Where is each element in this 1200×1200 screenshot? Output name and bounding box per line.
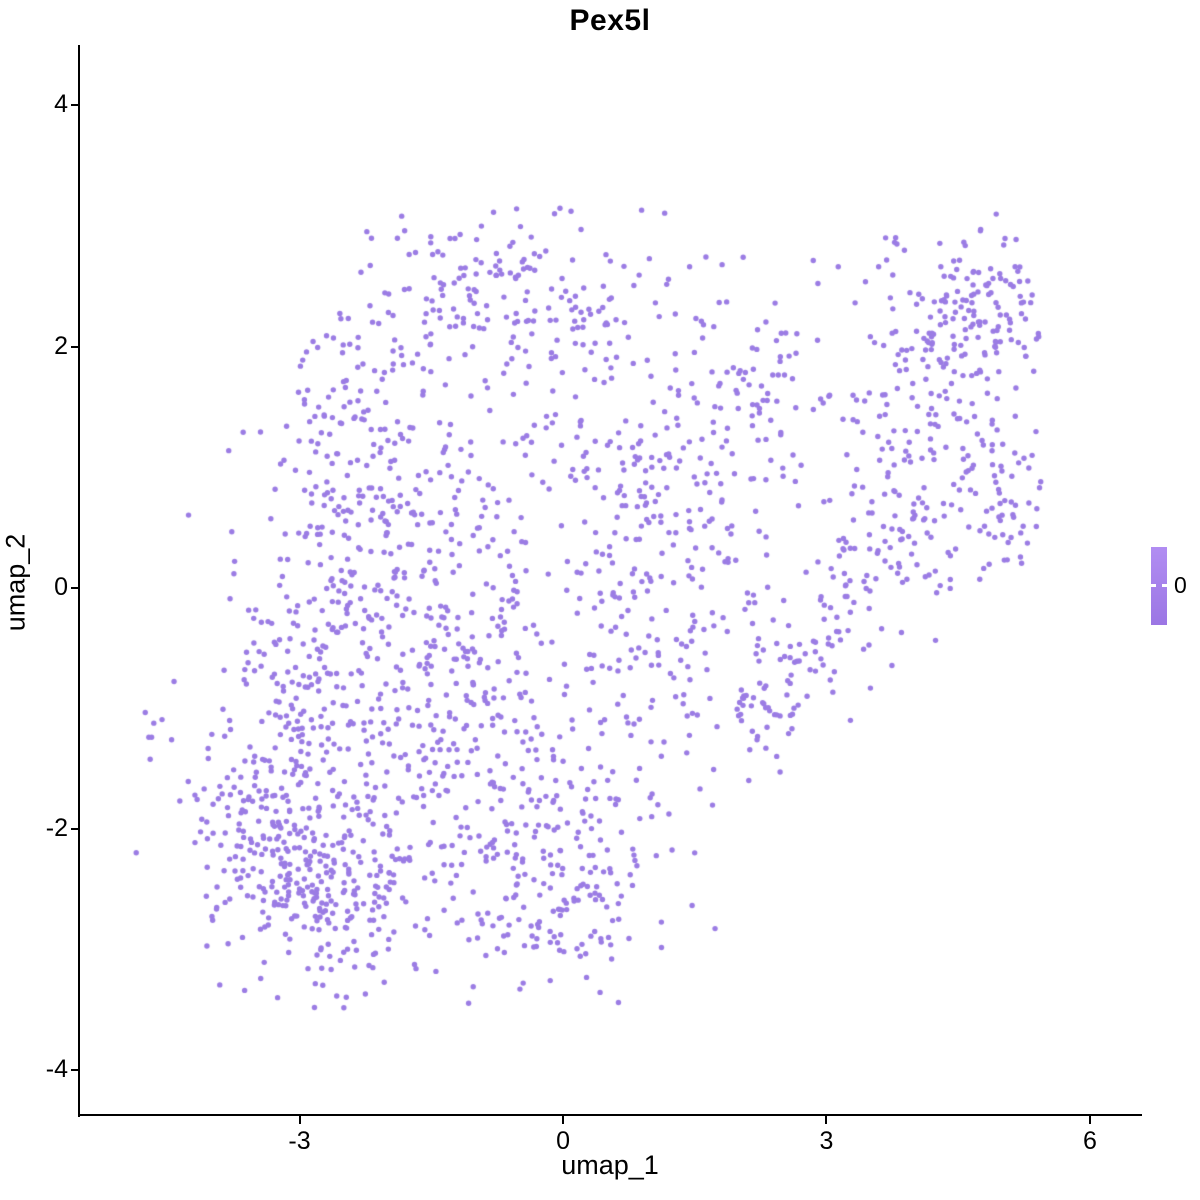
y-tick-label: -4 [45,1055,68,1084]
y-tick-label: -2 [45,814,68,843]
y-tick-mark [71,104,79,107]
legend-label: 0 [1174,572,1187,598]
x-tick-mark [562,1116,565,1124]
x-tick-label: 3 [819,1127,834,1155]
x-tick-mark [1088,1116,1091,1124]
x-axis-line [78,1114,1142,1116]
y-tick-label: 2 [54,331,68,360]
y-axis-label: umap_2 [0,533,31,632]
y-tick-mark [71,345,79,348]
y-axis-line [78,45,80,1117]
x-tick-label: 6 [1082,1127,1097,1155]
legend-tick-left [1151,584,1156,587]
legend-tick-right [1162,584,1167,587]
y-tick-label: 0 [54,572,68,601]
x-tick-label: -3 [288,1127,311,1155]
x-axis-label: umap_1 [561,1150,659,1180]
y-tick-mark [71,586,79,589]
y-tick-mark [71,1069,79,1072]
x-tick-mark [298,1116,301,1124]
x-tick-mark [825,1116,828,1124]
y-tick-mark [71,828,79,831]
y-tick-label: 4 [54,90,68,119]
x-tick-label: 0 [556,1127,570,1155]
legend-colorbar [1151,547,1167,625]
